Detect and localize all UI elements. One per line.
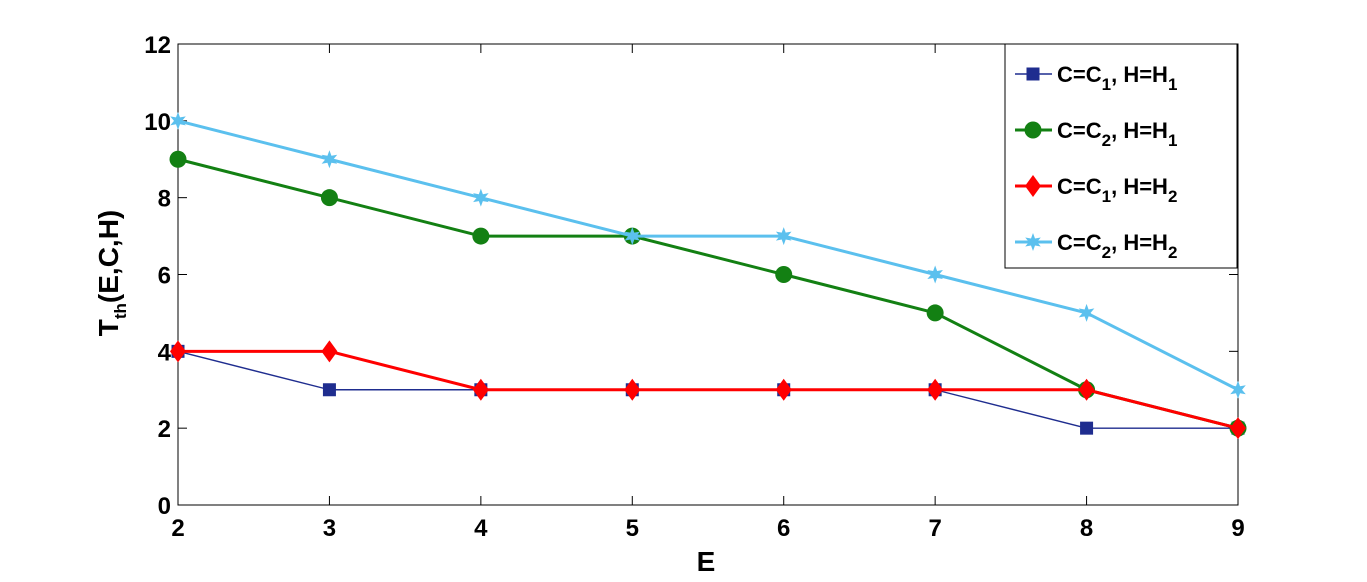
legend-label-subscript: 2	[1168, 187, 1177, 206]
series-4-point	[624, 227, 641, 246]
series-2-point	[169, 150, 187, 168]
legend-label-subscript: 2	[1102, 243, 1111, 262]
series-2-point	[926, 304, 944, 322]
series-3-point	[1078, 378, 1095, 401]
x-tick-label: 2	[171, 515, 184, 542]
legend-box	[1004, 43, 1238, 269]
legend-label-subscript: 1	[1102, 187, 1111, 206]
series-4-point	[473, 188, 489, 207]
legend-label-text: C=C	[1057, 174, 1102, 199]
series-layer	[169, 111, 1247, 440]
legend-label: C=C1, H=H2	[1057, 174, 1177, 206]
y-tick-label: 4	[158, 339, 172, 366]
legend-marker	[1025, 233, 1041, 251]
x-tick-label: 9	[1231, 515, 1244, 542]
series-3-point	[775, 378, 792, 401]
y-tick-label: 10	[144, 109, 171, 136]
y-axis-title-rest: (E,C,H)	[93, 210, 124, 303]
legend-label-text: C=C	[1057, 118, 1102, 143]
series-4-point	[927, 265, 943, 284]
legend-label-subscript: 1	[1168, 131, 1177, 150]
series-3-point	[472, 378, 489, 401]
legend-label-text: , H=H	[1111, 62, 1168, 87]
legend-label-text: C=C	[1057, 230, 1102, 255]
series-4-point	[1078, 303, 1095, 322]
legend: C=C1, H=H1C=C2, H=H1C=C1, H=H2C=C2, H=H2	[1004, 43, 1238, 269]
series-2-point	[320, 189, 338, 207]
series-4-point	[775, 227, 792, 246]
legend-label-text: , H=H	[1111, 174, 1168, 199]
legend-label: C=C1, H=H1	[1057, 62, 1177, 94]
series-1-point	[322, 383, 336, 397]
series-4-point	[321, 150, 338, 169]
series-3-point	[1230, 417, 1246, 440]
x-tick-label: 5	[626, 515, 639, 542]
series-3-point	[624, 378, 641, 401]
legend-label: C=C2, H=H2	[1057, 230, 1177, 262]
legend-label-subscript: 2	[1102, 131, 1111, 150]
legend-item: C=C2, H=H2	[1015, 230, 1177, 262]
legend-label-text: C=C	[1057, 62, 1102, 87]
series-4-point	[170, 111, 186, 130]
legend-item: C=C2, H=H1	[1015, 118, 1177, 150]
y-tick-label: 12	[144, 32, 171, 59]
series-4	[170, 111, 1246, 399]
legend-marker	[1026, 67, 1040, 81]
y-axis-title-subscript: th	[111, 303, 130, 319]
series-3-point	[170, 340, 186, 363]
series-2-point	[775, 266, 793, 283]
series-2-line	[177, 157, 1239, 430]
legend-label-text: , H=H	[1111, 118, 1168, 143]
series-3	[170, 340, 1246, 440]
series-4-line	[177, 119, 1239, 392]
series-3-line	[178, 349, 1239, 430]
legend-item: C=C1, H=H1	[1015, 62, 1177, 94]
y-tick-label: 0	[158, 493, 171, 520]
legend-label-subscript: 1	[1102, 75, 1111, 94]
series-4-point	[1230, 380, 1246, 399]
legend-label-subscript: 1	[1168, 75, 1177, 94]
x-axis: 2 3 4 5 6 7 8 9	[171, 44, 1245, 542]
legend-label-text: , H=H	[1111, 230, 1168, 255]
series-2-point	[472, 227, 490, 245]
legend-item: C=C1, H=H2	[1015, 174, 1177, 206]
x-tick-label: 4	[474, 515, 488, 542]
x-tick-label: 8	[1080, 515, 1093, 542]
x-tick-label: 7	[928, 515, 941, 542]
series-3-point	[927, 378, 944, 401]
series-3-point	[321, 340, 338, 363]
y-axis-title: Tth(E,C,H)	[93, 210, 130, 336]
series-1-point	[1080, 421, 1094, 435]
x-axis-title: E	[697, 546, 716, 577]
legend-label: C=C2, H=H1	[1057, 118, 1177, 150]
x-tick-label: 3	[323, 515, 336, 542]
legend-marker	[1024, 121, 1042, 139]
y-tick-label: 8	[158, 186, 171, 213]
legend-label-subscript: 2	[1168, 243, 1177, 262]
legend-marker	[1025, 175, 1041, 197]
y-tick-label: 2	[158, 416, 171, 443]
y-tick-label: 6	[158, 263, 171, 290]
x-tick-label: 6	[777, 515, 790, 542]
y-axis-title-main: T	[93, 319, 124, 336]
